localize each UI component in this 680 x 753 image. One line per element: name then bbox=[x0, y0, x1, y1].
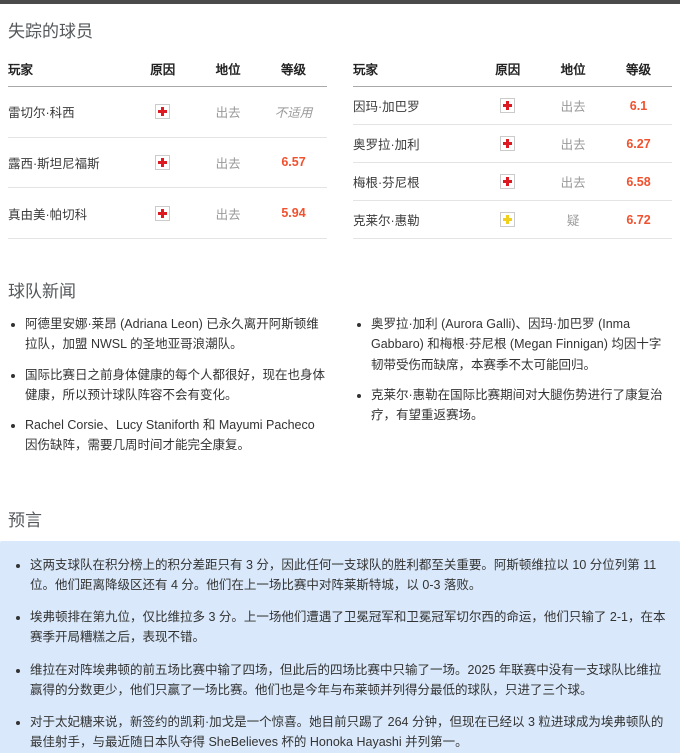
team-news-list-away: 奥罗拉·加利 (Aurora Galli)、因玛·加巴罗 (Inma Gabba… bbox=[354, 314, 672, 466]
table-row: 真由美·帕切科 出去 5.94 bbox=[8, 187, 327, 239]
player-status: 出去 bbox=[560, 176, 586, 190]
injury-cross-icon bbox=[500, 174, 516, 190]
player-status: 出去 bbox=[215, 156, 241, 171]
player-rating: 6.1 bbox=[629, 98, 648, 113]
player-name: 露西·斯坦尼福斯 bbox=[8, 137, 130, 189]
col-header-player: 玩家 bbox=[353, 52, 475, 87]
table-row: 梅根·芬尼根 出去 6.58 bbox=[353, 162, 672, 201]
prediction-item: 对于太妃糖来说，新签约的凯莉·加戈是一个惊喜。她目前只踢了 264 分钟，但现在… bbox=[30, 712, 666, 753]
prediction-list: 这两支球队在积分榜上的积分差距只有 3 分，因此任何一支球队的胜利都至关重要。阿… bbox=[14, 555, 666, 753]
injury-cross-icon bbox=[500, 98, 516, 114]
prediction-item: 维拉在对阵埃弗顿的前五场比赛中输了四场，但此后的四场比赛中只输了一场。2025 … bbox=[30, 660, 666, 701]
prediction-title: 预言 bbox=[8, 510, 42, 530]
table-row: 奥罗拉·加利 出去 6.27 bbox=[353, 124, 672, 163]
col-header-status: 地位 bbox=[541, 52, 605, 87]
missing-players-title: 失踪的球员 bbox=[8, 22, 93, 41]
prediction-box: 这两支球队在积分榜上的积分差距只有 3 分，因此任何一支球队的胜利都至关重要。阿… bbox=[0, 540, 680, 753]
team-news-section: 球队新闻 阿德里安娜·莱昂 (Adriana Leon) 已永久离开阿斯顿维拉队… bbox=[0, 239, 680, 466]
table-row: 克莱尔·惠勒 疑 6.72 bbox=[353, 200, 672, 239]
col-header-rating: 等级 bbox=[605, 52, 672, 87]
table-header-row: 玩家 原因 地位 等级 bbox=[353, 52, 672, 87]
player-status: 疑 bbox=[566, 214, 580, 228]
injury-cross-icon bbox=[500, 212, 516, 228]
player-name: 雷切尔·科西 bbox=[8, 86, 130, 138]
injury-cross-icon bbox=[155, 104, 171, 120]
news-item: 克莱尔·惠勒在国际比赛期间对大腿伤势进行了康复治疗，有望重返赛场。 bbox=[371, 385, 672, 426]
prediction-item: 埃弗顿排在第九位，仅比维拉多 3 分。上一场他们遭遇了卫冕冠军和卫冕冠军切尔西的… bbox=[30, 607, 666, 648]
col-header-reason: 原因 bbox=[129, 52, 197, 87]
injury-cross-icon bbox=[155, 155, 171, 171]
player-rating: 不适用 bbox=[274, 106, 313, 121]
injury-cross-icon bbox=[155, 205, 171, 221]
table-row: 雷切尔·科西 出去 不适用 bbox=[8, 86, 327, 138]
player-rating: 6.58 bbox=[626, 174, 651, 189]
prediction-item: 这两支球队在积分榜上的积分差距只有 3 分，因此任何一支球队的胜利都至关重要。阿… bbox=[30, 555, 666, 596]
player-rating: 6.57 bbox=[281, 155, 306, 170]
top-accent-bar bbox=[0, 0, 680, 4]
missing-players-section: 失踪的球员 玩家 原因 地位 等级 雷切尔·科西 出 bbox=[0, 4, 680, 239]
player-name: 奥罗拉·加利 bbox=[353, 124, 475, 163]
col-header-reason: 原因 bbox=[474, 52, 542, 87]
player-status: 出去 bbox=[560, 138, 586, 152]
table-row: 因玛·加巴罗 出去 6.1 bbox=[353, 86, 672, 125]
player-rating: 5.94 bbox=[281, 206, 306, 221]
player-status: 出去 bbox=[215, 106, 241, 121]
col-header-player: 玩家 bbox=[8, 52, 130, 87]
team-news-list-home: 阿德里安娜·莱昂 (Adriana Leon) 已永久离开阿斯顿维拉队，加盟 N… bbox=[8, 314, 326, 466]
player-status: 出去 bbox=[560, 100, 586, 114]
player-name: 梅根·芬尼根 bbox=[353, 162, 475, 201]
missing-players-table-home: 玩家 原因 地位 等级 雷切尔·科西 出去 不适用 露西·斯坦尼福斯 bbox=[8, 52, 327, 239]
col-header-rating: 等级 bbox=[260, 52, 327, 87]
missing-players-table-away: 玩家 原因 地位 等级 因玛·加巴罗 出去 6.1 奥罗拉·加利 bbox=[353, 52, 672, 239]
col-header-status: 地位 bbox=[196, 52, 260, 87]
news-item: 奥罗拉·加利 (Aurora Galli)、因玛·加巴罗 (Inma Gabba… bbox=[371, 314, 672, 375]
team-news-title: 球队新闻 bbox=[8, 282, 76, 301]
player-name: 克莱尔·惠勒 bbox=[353, 200, 475, 239]
player-name: 因玛·加巴罗 bbox=[353, 86, 475, 125]
table-header-row: 玩家 原因 地位 等级 bbox=[8, 52, 327, 87]
table-row: 露西·斯坦尼福斯 出去 6.57 bbox=[8, 137, 327, 189]
player-name: 真由美·帕切科 bbox=[8, 187, 130, 239]
injury-cross-icon bbox=[500, 136, 516, 152]
player-rating: 6.72 bbox=[626, 212, 651, 227]
prediction-section: 预言 这两支球队在积分榜上的积分差距只有 3 分，因此任何一支球队的胜利都至关重… bbox=[0, 466, 680, 753]
player-status: 出去 bbox=[215, 207, 241, 222]
news-item: 阿德里安娜·莱昂 (Adriana Leon) 已永久离开阿斯顿维拉队，加盟 N… bbox=[25, 314, 326, 355]
player-rating: 6.27 bbox=[626, 136, 651, 151]
news-item: Rachel Corsie、Lucy Staniforth 和 Mayumi P… bbox=[25, 415, 326, 456]
news-item: 国际比赛日之前身体健康的每个人都很好，现在也身体健康，所以预计球队阵容不会有变化… bbox=[25, 365, 326, 406]
